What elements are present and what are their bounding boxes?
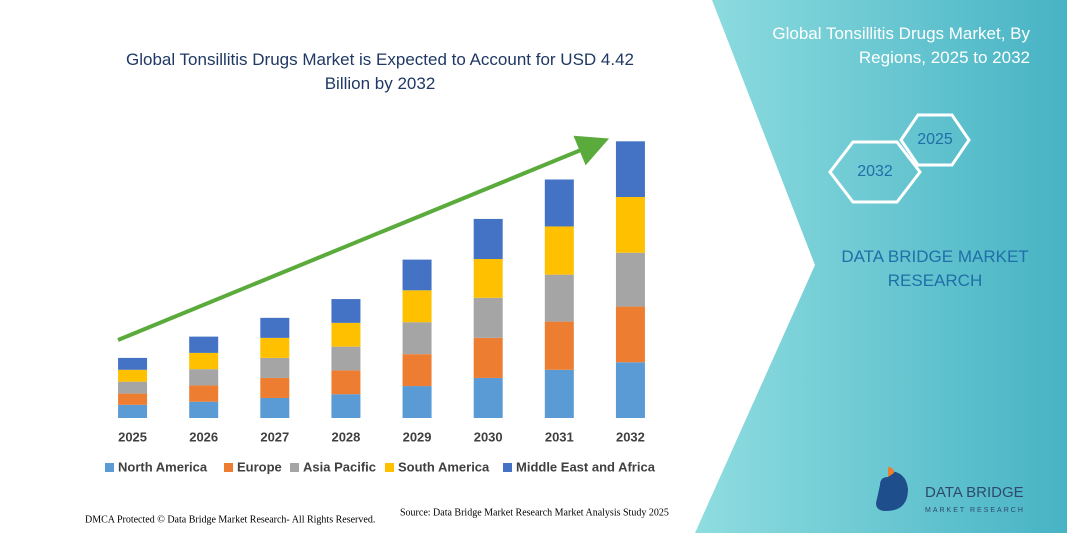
dmca-note: DMCA Protected © Data Bridge Market Rese…	[85, 514, 375, 525]
bar-segment	[118, 404, 148, 418]
hexagon	[899, 113, 971, 167]
legend-label: Europe	[237, 459, 282, 474]
bar-segment	[473, 218, 503, 259]
legend-label: Asia Pacific	[303, 459, 376, 474]
x-tick-label: 2025	[118, 429, 147, 444]
x-tick-label: 2032	[616, 429, 645, 444]
logo-icon	[876, 471, 908, 511]
bar-segment	[118, 381, 148, 394]
bar-segment	[189, 369, 219, 386]
x-tick-label: 2026	[189, 429, 218, 444]
bar-segment	[615, 252, 645, 307]
logo-name: DATA BRIDGE	[925, 484, 1024, 501]
bar-segment	[402, 322, 432, 355]
bar-segment	[118, 369, 148, 382]
bar-segment	[402, 386, 432, 418]
bar-segment	[118, 357, 148, 370]
bar-segment	[331, 299, 361, 323]
x-tick-label: 2030	[474, 429, 503, 444]
bar-segment	[189, 401, 219, 418]
bar-segment	[260, 377, 290, 398]
bar-segment	[544, 226, 574, 275]
panel-title: Global Tonsillitis Drugs Market, By Regi…	[772, 24, 1030, 67]
source-note: Source: Data Bridge Market Research Mark…	[400, 507, 669, 518]
bar-segment	[331, 370, 361, 395]
bar-segment	[544, 274, 574, 322]
bar-segment	[260, 337, 290, 358]
legend-label: Middle East and Africa	[516, 459, 656, 474]
brand-name: DATA BRIDGE MARKET RESEARCH	[841, 247, 1029, 290]
bar-segment	[473, 258, 503, 298]
legend-swatch	[224, 463, 233, 472]
bar-segment	[189, 336, 219, 353]
trend-arrow	[117, 135, 610, 342]
bar-segment	[402, 259, 432, 291]
bar-segment	[260, 397, 290, 418]
legend-label: North America	[118, 459, 208, 474]
bar-segment	[402, 354, 432, 387]
chart-title: Global Tonsillitis Drugs Market is Expec…	[125, 50, 635, 93]
x-tick-label: 2027	[260, 429, 289, 444]
bar-segment	[118, 393, 148, 405]
bar-segment	[615, 306, 645, 363]
bar-segment	[615, 197, 645, 253]
bar-segment	[189, 352, 219, 370]
legend-swatch	[105, 463, 114, 472]
hexagon	[828, 140, 922, 204]
bar-segment	[544, 179, 574, 227]
x-tick-label: 2028	[331, 429, 360, 444]
legend-swatch	[385, 463, 394, 472]
legend-swatch	[503, 463, 512, 472]
bar-segment	[615, 141, 645, 198]
hexagon-label: 2032	[857, 163, 893, 180]
bar-segment	[331, 394, 361, 418]
legend-label: South America	[398, 459, 490, 474]
bar-segment	[544, 321, 574, 370]
bar-segment	[260, 317, 290, 338]
legend-swatch	[290, 463, 299, 472]
bar-segment	[473, 297, 503, 338]
x-tick-label: 2031	[545, 429, 574, 444]
bar-segment	[473, 377, 503, 418]
hexagon-label: 2025	[917, 131, 953, 148]
bar-segment	[189, 385, 219, 402]
logo-icon	[888, 467, 894, 477]
bar-segment	[473, 337, 503, 378]
bar-segment	[615, 362, 645, 418]
bar-segment	[544, 369, 574, 418]
logo-tagline: MARKET RESEARCH	[925, 507, 1025, 514]
bar-segment	[402, 290, 432, 323]
x-tick-label: 2029	[403, 429, 432, 444]
side-panel	[695, 0, 1067, 533]
bar-segment	[331, 322, 361, 347]
bar-segment	[331, 346, 361, 371]
bar-segment	[260, 357, 290, 378]
